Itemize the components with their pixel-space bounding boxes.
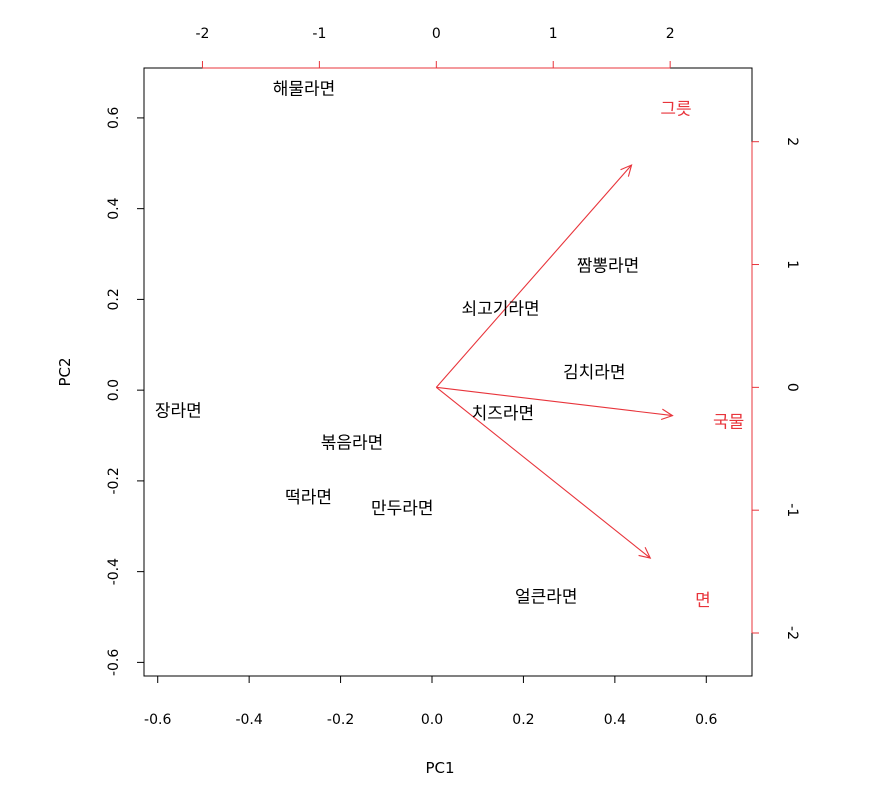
top-axis: -2 -1 0 1 2 bbox=[195, 26, 675, 69]
bottom-tick-label: 0.2 bbox=[512, 712, 534, 728]
point-label: 떡라면 bbox=[285, 488, 332, 508]
point-label: 해물라면 bbox=[273, 79, 336, 99]
top-tick-label: -1 bbox=[312, 26, 326, 42]
bottom-tick-label: 0.0 bbox=[421, 712, 443, 728]
bottom-tick-label: -0.2 bbox=[327, 712, 354, 728]
right-axis: -2 -1 0 1 2 bbox=[751, 137, 800, 640]
left-tick-label: -0.2 bbox=[106, 467, 122, 494]
loading-arrow-shaft bbox=[436, 386, 673, 417]
loading-label: 국물 bbox=[713, 413, 744, 433]
point-label: 쇠고기라면 bbox=[461, 299, 539, 319]
x-axis-label: PC1 bbox=[425, 759, 454, 777]
top-tick-label: 2 bbox=[666, 26, 675, 42]
left-tick-label: 0.0 bbox=[106, 379, 122, 401]
plot-frame bbox=[143, 67, 753, 677]
loading-label: 면 bbox=[695, 591, 711, 611]
bottom-tick-label: 0.4 bbox=[604, 712, 626, 728]
loading-arrow-shaft bbox=[435, 386, 651, 559]
point-label: 치즈라면 bbox=[472, 404, 535, 424]
loading-arrow-head bbox=[660, 408, 674, 421]
loading-arrow-shaft bbox=[435, 164, 632, 388]
point-label: 만두라면 bbox=[371, 499, 434, 519]
point-label: 장라면 bbox=[155, 402, 202, 422]
top-tick-label: 1 bbox=[549, 26, 558, 42]
point-label: 짬뽕라면 bbox=[577, 256, 640, 276]
left-tick-label: 0.6 bbox=[106, 107, 122, 129]
top-tick-label: -2 bbox=[195, 26, 209, 42]
right-tick-label: 0 bbox=[784, 383, 800, 392]
point-label: 볶음라면 bbox=[321, 433, 384, 453]
bottom-tick-label: -0.4 bbox=[235, 712, 262, 728]
right-tick-label: -1 bbox=[784, 503, 800, 517]
top-tick-label: 0 bbox=[432, 26, 441, 42]
loading-arrow-head bbox=[620, 164, 633, 177]
loading-label: 그릇 bbox=[660, 100, 691, 120]
bottom-tick-label: 0.6 bbox=[695, 712, 717, 728]
right-tick-label: -2 bbox=[784, 626, 800, 640]
loading-arrow-head bbox=[638, 547, 652, 559]
left-tick-label: -0.4 bbox=[106, 558, 122, 585]
bottom-axis: -0.6 -0.4 -0.2 0.0 0.2 0.4 0.6 bbox=[144, 675, 718, 728]
point-label: 김치라면 bbox=[563, 363, 626, 383]
y-axis-label: PC2 bbox=[56, 357, 74, 386]
left-tick-label: -0.6 bbox=[106, 649, 122, 676]
point-label: 얼큰라면 bbox=[515, 588, 578, 608]
left-tick-label: 0.4 bbox=[106, 197, 122, 219]
right-tick-label: 1 bbox=[784, 260, 800, 269]
left-tick-label: 0.2 bbox=[106, 288, 122, 310]
right-tick-label: 2 bbox=[784, 137, 800, 146]
left-axis: -0.6 -0.4 -0.2 0.0 0.2 0.4 0.6 bbox=[106, 107, 145, 676]
bottom-tick-label: -0.6 bbox=[144, 712, 171, 728]
